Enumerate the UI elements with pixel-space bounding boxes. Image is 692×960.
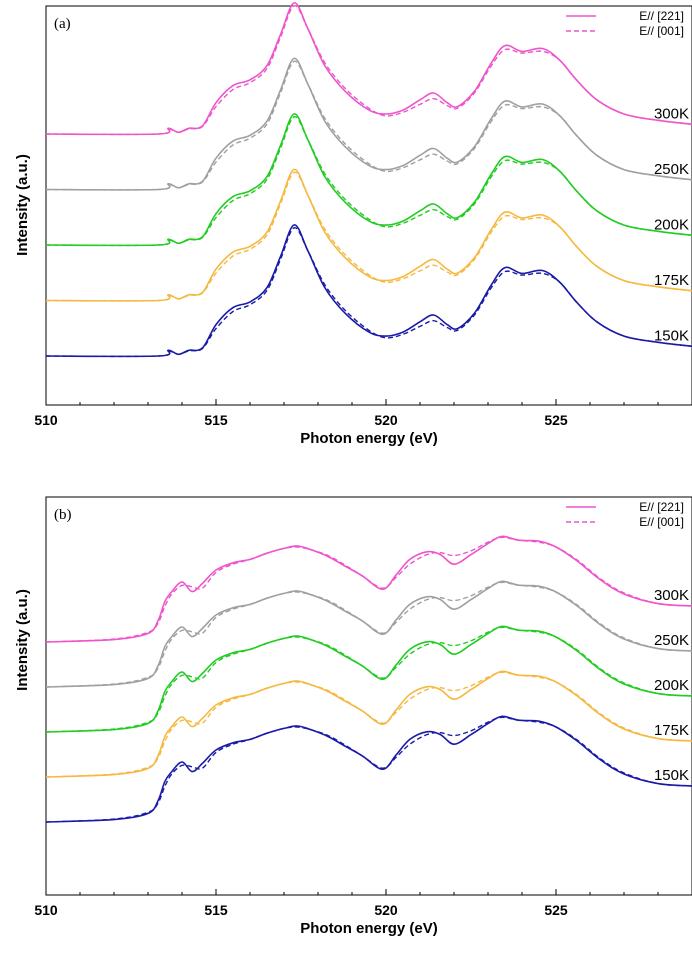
plot-frame [45,496,692,896]
series-250K-solid-line [45,580,692,688]
series-label-300K: 300K [654,587,689,604]
x-axis-title: Photon energy (eV) [300,430,438,447]
series-label-250K: 250K [654,161,689,178]
legend-entry: E// [221] [639,9,684,23]
x-axis-title: Photon energy (eV) [300,920,438,937]
series-150K-solid-line [45,224,692,358]
panel-label: (b) [54,507,72,523]
x-tick-label: 525 [544,412,568,428]
legend-entry: E// [221] [639,500,684,514]
series-label-175K: 175K [654,272,689,289]
series-300K-solid-line [45,535,692,643]
series-200K-dashed-line [45,116,692,247]
y-axis-title: Intensity (a.u.) [14,154,31,256]
series-300K-dashed-line [45,5,692,136]
series-200K-solid-line [45,113,692,247]
series-150K-solid-line [45,715,692,823]
series-label-300K: 300K [654,105,689,122]
series-150K-dashed-line [45,716,692,823]
legend-entry: E// [001] [639,515,684,529]
series-175K-solid-line [45,168,692,302]
plot-frame [45,5,692,406]
series-300K-solid-line [45,2,692,136]
series-label-175K: 175K [654,722,689,739]
series-200K-solid-line [45,625,692,733]
series-250K-dashed-line [45,581,692,688]
x-tick-label: 520 [374,412,398,428]
series-175K-dashed-line [45,171,692,302]
series-175K-solid-line [45,670,692,778]
series-label-150K: 150K [654,767,689,784]
y-axis-title: Intensity (a.u.) [14,589,31,691]
x-tick-label: 515 [204,412,228,428]
legend-entry: E// [001] [639,24,684,38]
series-175K-dashed-line [45,671,692,778]
panel-label: (a) [54,16,71,32]
series-150K-dashed-line [45,227,692,358]
chart-panel-a: 510 515 520 525 Photon energy (eV) Intensity … [14,2,692,447]
x-tick-label: 510 [34,902,58,918]
series-label-150K: 150K [654,327,689,344]
series-250K-solid-line [45,57,692,191]
series-label-250K: 250K [654,632,689,649]
x-tick-label: 510 [34,412,58,428]
series-250K-dashed-line [45,60,692,191]
series-label-200K: 200K [654,677,689,694]
x-tick-label: 525 [544,902,568,918]
series-200K-dashed-line [45,626,692,733]
chart-panel-b: 510 515 520 525 Photon energy (eV) Intensity … [14,496,692,937]
x-tick-label: 515 [204,902,228,918]
series-300K-dashed-line [45,536,692,643]
series-label-200K: 200K [654,216,689,233]
x-tick-label: 520 [374,902,398,918]
